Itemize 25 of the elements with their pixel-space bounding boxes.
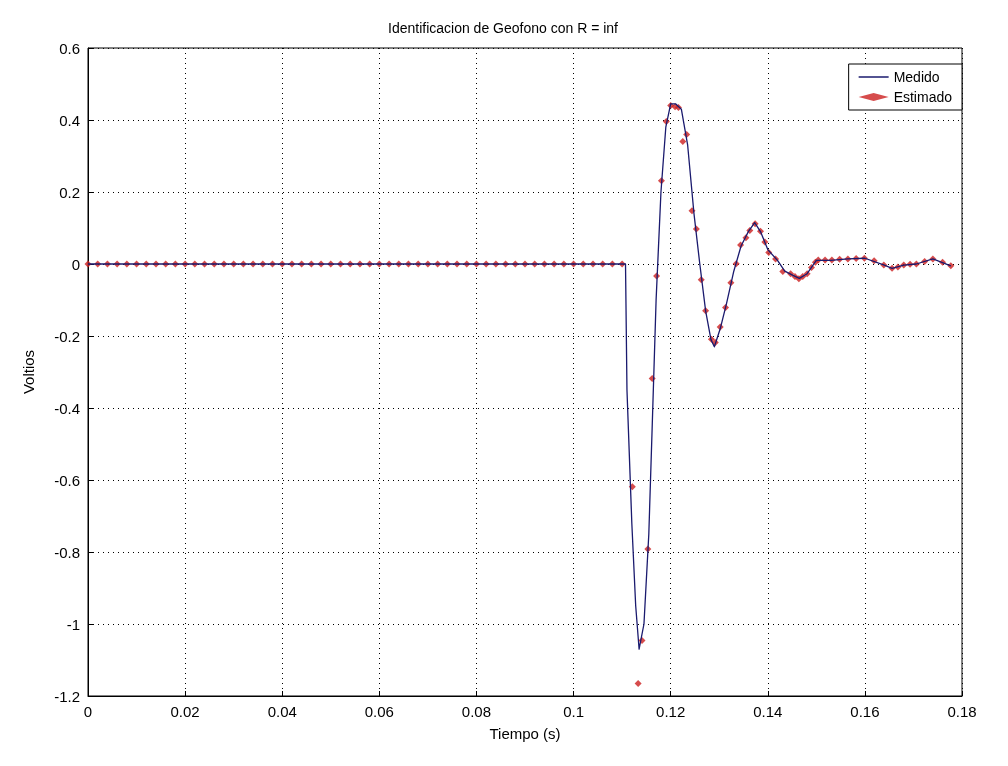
y-tick-label: 0.4 <box>59 111 80 129</box>
x-tick-label: 0.16 <box>850 703 880 720</box>
x-tick-label: 0.02 <box>170 703 200 720</box>
x-tick-label: 0.08 <box>461 703 492 720</box>
y-tick-label: -0.6 <box>54 471 80 489</box>
y-tick-label: 0.6 <box>59 39 80 57</box>
x-tick-label: 0.04 <box>267 703 297 720</box>
legend-label: Medido <box>893 69 940 85</box>
y-tick-label: 0 <box>71 255 80 273</box>
y-tick-label: -1 <box>66 615 80 633</box>
y-tick-label: -0.8 <box>54 543 80 561</box>
y-tick-label: -1.2 <box>54 687 80 705</box>
y-tick-label: -0.2 <box>54 327 80 345</box>
x-tick-label: 0 <box>83 703 93 720</box>
x-axis-title: Tiempo (s) <box>489 725 561 742</box>
chart-title: Identificacion de Geofono con R = inf <box>388 20 619 36</box>
x-tick-label: 0.06 <box>364 703 394 720</box>
x-tick-label: 0.14 <box>753 703 783 720</box>
y-tick-label: -0.4 <box>54 399 80 417</box>
legend-label: Estimado <box>893 89 953 105</box>
x-tick-label: 0.1 <box>563 703 584 720</box>
y-axis-title: Voltios <box>20 349 37 395</box>
x-tick-label: 0.12 <box>656 703 686 720</box>
x-tick-label: 0.18 <box>947 703 977 720</box>
y-tick-label: 0.2 <box>59 183 80 201</box>
